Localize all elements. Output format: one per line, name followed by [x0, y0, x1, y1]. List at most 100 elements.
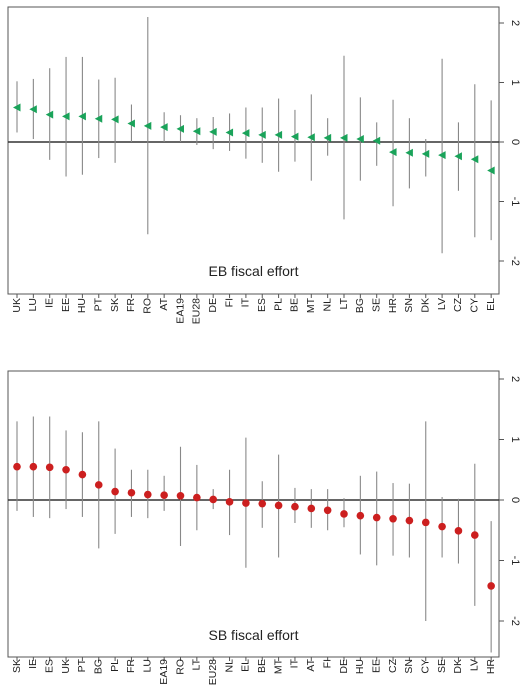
data-point	[192, 127, 201, 136]
data-point	[356, 511, 365, 520]
data-point	[45, 463, 54, 472]
category-label: SK	[11, 659, 23, 673]
category-label: EL	[240, 659, 252, 672]
category-label: HR	[485, 659, 497, 675]
data-point	[160, 123, 168, 132]
chart-title: SB fiscal effort	[208, 627, 298, 643]
category-label: IE	[43, 298, 55, 308]
category-label: CY	[420, 659, 432, 674]
category-label: EA19	[174, 298, 186, 324]
data-point	[372, 136, 381, 145]
data-point	[291, 502, 299, 511]
category-label: LV	[469, 659, 481, 671]
category-label: BE	[256, 659, 268, 673]
data-point	[405, 148, 413, 157]
y-tick-label: 2	[509, 20, 521, 26]
data-point	[62, 465, 70, 474]
category-label: PL	[272, 298, 284, 311]
data-point	[274, 130, 283, 139]
data-point	[389, 148, 397, 157]
data-point	[144, 490, 152, 499]
data-point	[389, 514, 397, 523]
category-label: SE	[370, 298, 382, 312]
data-point	[438, 151, 446, 160]
data-point	[209, 495, 217, 504]
category-label: MT	[272, 658, 284, 674]
data-point	[258, 130, 266, 139]
category-label: BG	[93, 659, 105, 674]
data-point	[307, 133, 315, 142]
y-tick-label: -2	[509, 616, 521, 626]
data-point	[307, 504, 316, 513]
data-point	[438, 522, 446, 531]
data-point	[193, 493, 201, 502]
data-point	[209, 127, 217, 136]
category-label: RO	[142, 298, 154, 314]
data-point	[94, 114, 103, 123]
category-label: AT	[305, 658, 317, 671]
data-point	[290, 132, 299, 141]
category-label: DK	[452, 659, 464, 674]
category-label: RO	[174, 659, 186, 675]
data-point	[225, 128, 234, 137]
category-label: EA19	[158, 659, 170, 685]
y-tick-label: 0	[509, 497, 521, 503]
data-point	[176, 491, 185, 500]
data-point	[421, 518, 430, 527]
data-point	[487, 166, 495, 175]
data-point	[143, 121, 152, 130]
data-point	[13, 103, 21, 112]
category-label: CZ	[387, 658, 399, 673]
category-label: FI	[321, 659, 333, 668]
data-point	[340, 510, 348, 518]
data-point	[421, 149, 430, 158]
category-label: HU	[76, 298, 88, 313]
category-label: BE	[289, 298, 301, 312]
y-tick-label: 2	[509, 376, 521, 382]
category-label: HR	[387, 298, 399, 314]
category-label: LU	[27, 298, 39, 311]
data-point	[29, 105, 37, 114]
category-label: DE	[338, 659, 350, 674]
data-point	[111, 115, 119, 124]
data-point	[78, 112, 86, 121]
data-point	[176, 124, 184, 133]
data-point	[323, 506, 332, 515]
category-label: AT	[158, 297, 170, 310]
data-point	[29, 462, 38, 471]
category-label: PL	[109, 659, 121, 672]
data-point	[242, 499, 250, 507]
data-point	[45, 110, 54, 119]
y-tick-label: -1	[509, 197, 521, 207]
category-label: UK	[60, 659, 72, 674]
category-label: PT	[76, 658, 88, 672]
data-point	[487, 582, 495, 590]
category-label: LV	[436, 298, 448, 310]
category-label: EE	[60, 298, 72, 312]
y-tick-label: 0	[509, 139, 521, 145]
data-point	[340, 133, 348, 142]
category-label: EU28	[191, 298, 203, 324]
category-label: FR	[125, 659, 137, 673]
category-label: ES	[43, 659, 55, 673]
category-label: IT	[289, 658, 301, 668]
category-label: FI	[223, 298, 235, 307]
category-label: SE	[436, 659, 448, 673]
category-label: EU28	[207, 659, 219, 685]
category-label: UK	[11, 298, 23, 313]
category-label: IT	[240, 297, 252, 307]
y-tick-label: 1	[509, 79, 521, 85]
y-tick-label: -2	[509, 256, 521, 266]
category-label: NL	[321, 298, 333, 312]
category-label: ES	[256, 298, 268, 312]
data-point	[241, 129, 250, 138]
data-point	[160, 491, 168, 499]
category-label: SK	[109, 298, 121, 312]
data-point	[323, 133, 332, 142]
category-label: CY	[469, 298, 481, 313]
chart-title: EB fiscal effort	[208, 263, 298, 279]
data-point	[111, 487, 119, 496]
data-point	[62, 112, 70, 121]
data-point	[471, 531, 479, 539]
data-point	[13, 462, 21, 471]
